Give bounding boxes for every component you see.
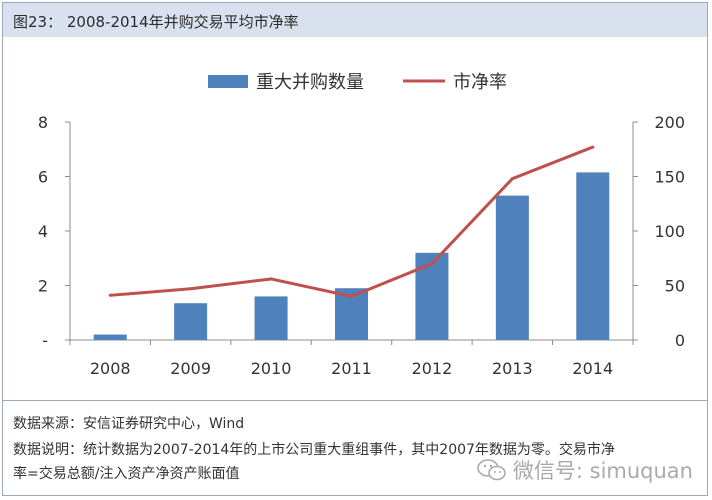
line-point-2013 — [510, 177, 514, 181]
y-right-tick-label: 150 — [654, 168, 685, 187]
y-left-tick-label: - — [42, 331, 48, 350]
line-point-2011 — [350, 294, 353, 298]
legend-bar-label: 重大并购数量 — [256, 72, 364, 93]
x-tick-label: 2008 — [90, 359, 131, 378]
data-note-line1: 数据说明：统计数据为2007-2014年的上市公司重大重组事件，其中2007年数… — [13, 442, 615, 458]
bar-2014 — [576, 172, 610, 340]
bar-2010 — [254, 296, 288, 340]
y-right-tick-label: 100 — [654, 222, 685, 241]
line-point-2014 — [591, 145, 595, 149]
x-tick-label: 2010 — [251, 359, 292, 378]
y-right-tick-label: 50 — [665, 277, 685, 296]
chart-area: - 2 4 6 8 0 50 100 150 200 2008 2009 2010 2011 2012 201… — [3, 38, 707, 400]
figure-footer: 数据来源：安信证券研究中心，Wind 数据说明：统计数据为2007-2014年的… — [3, 400, 707, 495]
wechat-icon — [477, 459, 506, 481]
y-left-tick-label: 6 — [38, 168, 48, 187]
y-right-tick-label: 200 — [654, 113, 685, 132]
watermark: 微信号: simuquan — [477, 455, 693, 485]
line-point-2009 — [189, 287, 193, 291]
y-right-tick-label: 0 — [675, 331, 685, 350]
line-point-2008 — [108, 293, 112, 297]
data-source: 数据来源：安信证券研究中心，Wind — [13, 416, 245, 432]
legend-bar-swatch — [208, 75, 248, 88]
line-point-2012 — [430, 262, 434, 266]
bar-2012 — [415, 252, 449, 340]
data-note-line2: 率=交易总额/注入资产净资产账面值 — [13, 466, 240, 482]
y-left-tick-label: 4 — [38, 222, 48, 241]
bar-2009 — [174, 303, 208, 340]
x-tick-label: 2014 — [572, 359, 613, 378]
bar-2008 — [93, 334, 127, 340]
x-tick-label: 2013 — [492, 359, 533, 378]
x-tick-label: 2009 — [170, 359, 211, 378]
bar-2013 — [495, 195, 529, 340]
chart-svg: - 2 4 6 8 0 50 100 150 200 2008 2009 2010 2011 2012 201… — [38, 72, 685, 378]
figure-header: 图23： 2008-2014年并购交易平均市净率 — [3, 3, 707, 37]
x-tick-label: 2012 — [412, 359, 453, 378]
legend-line-label: 市净率 — [453, 72, 507, 93]
y-left-tick-label: 2 — [38, 277, 48, 296]
figure-title: 图23： 2008-2014年并购交易平均市净率 — [13, 13, 299, 31]
watermark-text: 微信号: simuquan — [512, 459, 693, 483]
y-left-tick-label: 8 — [38, 113, 48, 132]
x-tick-label: 2011 — [331, 359, 372, 378]
line-point-2010 — [269, 277, 273, 281]
